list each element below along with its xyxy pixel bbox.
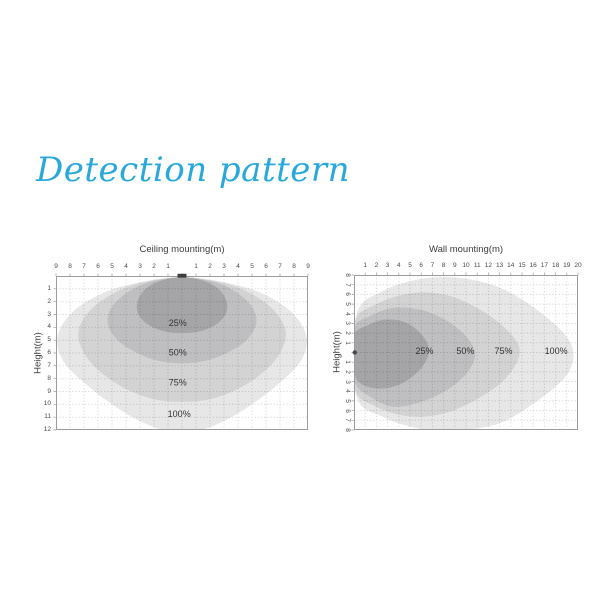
zone-25%	[354, 319, 430, 389]
y-tick-label: 9	[47, 387, 51, 395]
x-tick-label: 7	[430, 262, 435, 269]
y-tick-label: 6	[344, 292, 351, 297]
y-tick-label: 8	[344, 428, 351, 432]
y-tick-label: 2	[47, 297, 51, 305]
y-tick-label: 11	[44, 413, 51, 421]
x-tick-label: 1	[363, 262, 367, 269]
y-tick-label: 3	[47, 310, 51, 318]
x-tick-label: 19	[563, 262, 571, 269]
y-tick-label: 6	[47, 349, 51, 356]
x-tick-label: 5	[408, 262, 412, 269]
x-tick-label: 13	[495, 262, 504, 269]
x-tick-label: 9	[306, 263, 310, 270]
zone-25%	[136, 277, 228, 334]
x-tick-label: 6	[419, 262, 423, 269]
x-tick-label: 9	[54, 263, 58, 270]
x-tick-label: 20	[574, 262, 582, 269]
x-tick-label: 3	[222, 263, 226, 270]
x-tick-label: 18	[551, 262, 560, 269]
x-tick-label: 1	[194, 263, 198, 270]
sensor-marker	[177, 273, 187, 278]
x-tick-label: 10	[462, 262, 470, 269]
y-tick-label: 1	[344, 360, 351, 364]
detection-zones	[57, 277, 307, 430]
y-tick-label: 1	[344, 341, 351, 345]
x-tick-label: 14	[507, 262, 515, 269]
grid-lines	[354, 275, 578, 430]
zone-label: 25%	[169, 318, 187, 328]
x-tick-label: 5	[110, 263, 114, 270]
zone-label: 100%	[545, 346, 568, 356]
zone-label: 100%	[168, 409, 191, 419]
y-axis-label: Height(m)	[331, 331, 343, 373]
x-tick-label: 11	[473, 262, 481, 269]
y-tick-label: 4	[344, 389, 351, 394]
y-tick-label: 10	[43, 400, 51, 408]
y-tick-label: 4	[47, 323, 51, 331]
zone-label: 75%	[169, 378, 187, 388]
y-tick-label: 8	[47, 374, 51, 382]
sensor-marker	[352, 350, 357, 355]
y-tick-label: 2	[344, 331, 351, 335]
chart-plot-area: 100% 75% 50% 25%	[351, 272, 579, 431]
x-tick-label: 9	[452, 262, 457, 269]
y-tick-label: 7	[47, 361, 51, 369]
y-tick-label: 5	[47, 336, 51, 344]
x-tick-label: 3	[138, 263, 142, 270]
x-tick-label: 17	[540, 262, 548, 269]
y-tick-label: 1	[47, 284, 51, 292]
y-tick-label: 5	[344, 302, 351, 306]
page-title: Detection pattern	[36, 150, 351, 190]
detection-zones	[354, 276, 574, 430]
x-tick-label: 15	[518, 262, 526, 269]
x-tick-label: 12	[484, 262, 492, 269]
x-tick-label: 8	[68, 263, 72, 270]
x-tick-label: 16	[529, 262, 537, 269]
x-tick-label: 2	[208, 263, 212, 270]
tick-marks	[53, 273, 309, 431]
x-tick-label: 4	[396, 262, 401, 269]
wall-mounting-chart: Wall mounting(m) Height(m) 100% 75% 50% 25%…	[330, 242, 592, 442]
y-tick-label: 2	[344, 370, 351, 374]
chart-title: Ceiling mounting(m)	[139, 244, 225, 255]
zone-label: 50%	[169, 347, 187, 357]
x-tick-label: 1	[166, 263, 170, 270]
y-tick-label: 3	[344, 321, 351, 326]
x-tick-label: 3	[385, 262, 390, 269]
zone-label: 25%	[416, 346, 434, 356]
x-tick-label: 8	[292, 263, 296, 270]
x-tick-label: 2	[374, 262, 379, 269]
y-tick-label: 8	[344, 273, 351, 277]
x-tick-label: 8	[441, 262, 446, 269]
x-tick-label: 4	[124, 263, 128, 270]
zone-label: 50%	[456, 346, 474, 356]
chart-plot-area: 100% 75% 50% 25%	[53, 273, 309, 431]
ceiling-mounting-chart: Ceiling mounting(m) Height(m) 100% 75% 50%…	[30, 242, 322, 442]
x-tick-label: 2	[152, 263, 156, 270]
x-tick-label: 7	[278, 263, 282, 270]
grid-lines	[56, 276, 308, 430]
y-tick-label: 7	[344, 418, 351, 423]
x-tick-label: 5	[250, 263, 254, 270]
chart-title: Wall mounting(m)	[428, 244, 504, 255]
x-tick-label: 6	[264, 263, 268, 270]
x-tick-label: 6	[96, 263, 100, 270]
zone-label: 75%	[495, 346, 513, 356]
x-tick-label: 7	[82, 263, 86, 270]
y-tick-label: 5	[344, 399, 351, 403]
x-tick-label: 4	[236, 263, 240, 270]
y-tick-label: 12	[43, 426, 51, 433]
